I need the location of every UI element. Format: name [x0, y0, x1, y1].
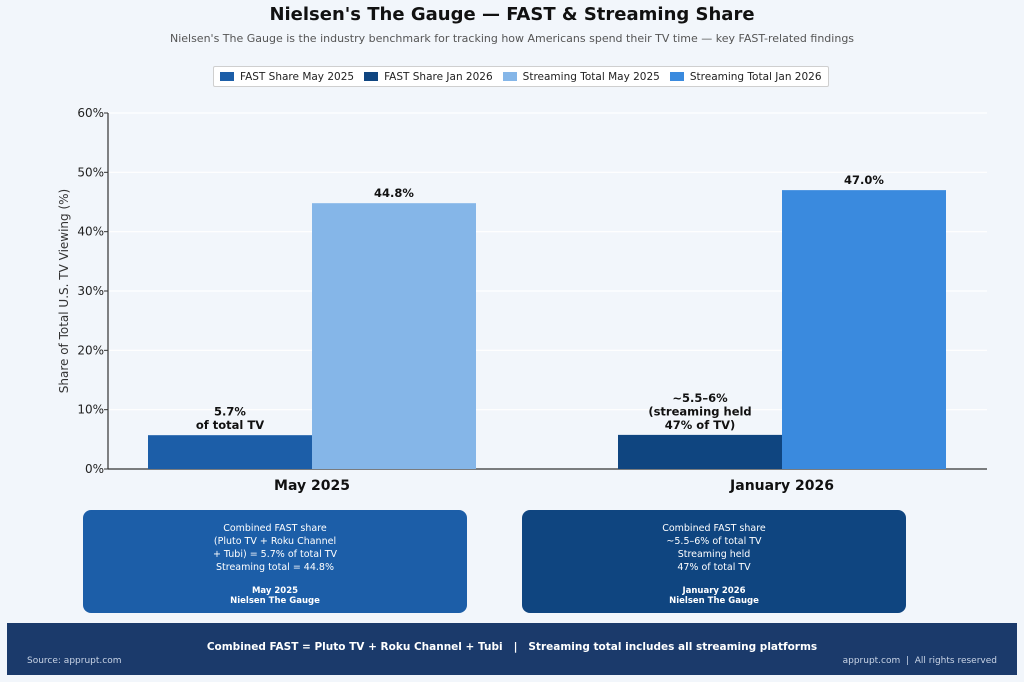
y-tick-label: 30% [77, 284, 104, 298]
legend-swatch [502, 72, 517, 81]
legend-item-streaming-may-2025: Streaming Total May 2025 [502, 70, 660, 83]
bar-streaming [312, 203, 476, 470]
card-source: Nielsen The Gauge [230, 596, 320, 606]
data-label: 47% of TV) [665, 418, 735, 432]
chart-title: Nielsen's The Gauge — FAST & Streaming S… [269, 4, 755, 25]
legend-label: FAST Share Jan 2026 [384, 70, 493, 83]
x-category-label: January 2026 [729, 478, 834, 494]
y-tick-label: 10% [77, 403, 104, 417]
footer-banner: Combined FAST = Pluto TV + Roku Channel … [7, 623, 1017, 675]
footer-rights: apprupt.com | All rights reserved [842, 656, 997, 666]
card-signature: May 2025 Nielsen The Gauge [83, 586, 467, 606]
card-date: January 2026 [682, 586, 746, 596]
legend-item-streaming-jan-2026: Streaming Total Jan 2026 [669, 70, 822, 83]
legend-item-fast-jan-2026: FAST Share Jan 2026 [364, 71, 493, 83]
data-label: ~5.5–6% [672, 391, 728, 405]
bar-streaming [782, 190, 946, 469]
data-label: 5.7% [214, 405, 246, 419]
card-body: Combined FAST share (Pluto TV + Roku Cha… [212, 523, 338, 573]
legend-swatch [364, 72, 379, 81]
data-label: (streaming held [648, 404, 751, 418]
card-date: May 2025 [251, 586, 299, 596]
card-source: Nielsen The Gauge [669, 596, 759, 606]
data-label: 44.8% [374, 186, 414, 200]
legend-label: FAST Share May 2025 [240, 70, 355, 83]
y-tick-label: 60% [77, 106, 104, 120]
footer-note: Combined FAST = Pluto TV + Roku Channel … [206, 641, 818, 653]
y-tick-label: 50% [77, 165, 104, 179]
bar-fast [618, 434, 782, 469]
card-signature: January 2026 Nielsen The Gauge [522, 586, 906, 606]
legend-swatch [220, 72, 234, 81]
bar-chart: 0% 10% 20% 30% 40% 50% 60% Share of Total U.S. … [57, 106, 987, 494]
x-category-label: May 2025 [274, 478, 350, 494]
chart-subtitle: Nielsen's The Gauge is the industry benc… [169, 32, 855, 45]
card-body: Combined FAST share ~5.5–6% of total TV … [662, 523, 766, 573]
bar-fast [148, 435, 312, 469]
y-tick-label: 20% [77, 343, 104, 357]
legend-swatch [669, 72, 684, 81]
legend-label: Streaming Total Jan 2026 [689, 70, 822, 83]
y-axis-label: Share of Total U.S. TV Viewing (%) [57, 189, 71, 393]
y-tick-label: 40% [77, 225, 104, 239]
data-label: of total TV [196, 418, 264, 432]
footer-source: Source: apprupt.com [27, 656, 122, 666]
legend-label: Streaming Total May 2025 [522, 70, 660, 83]
info-card-may-2025: Combined FAST share (Pluto TV + Roku Cha… [83, 510, 467, 613]
legend-item-fast-may-2025: FAST Share May 2025 [220, 71, 354, 83]
y-tick-label: 0% [85, 462, 104, 476]
info-card-jan-2026: Combined FAST share ~5.5–6% of total TV … [522, 510, 906, 613]
data-label: 47.0% [844, 173, 884, 187]
legend: FAST Share May 2025 FAST Share Jan 2026 … [213, 66, 829, 87]
